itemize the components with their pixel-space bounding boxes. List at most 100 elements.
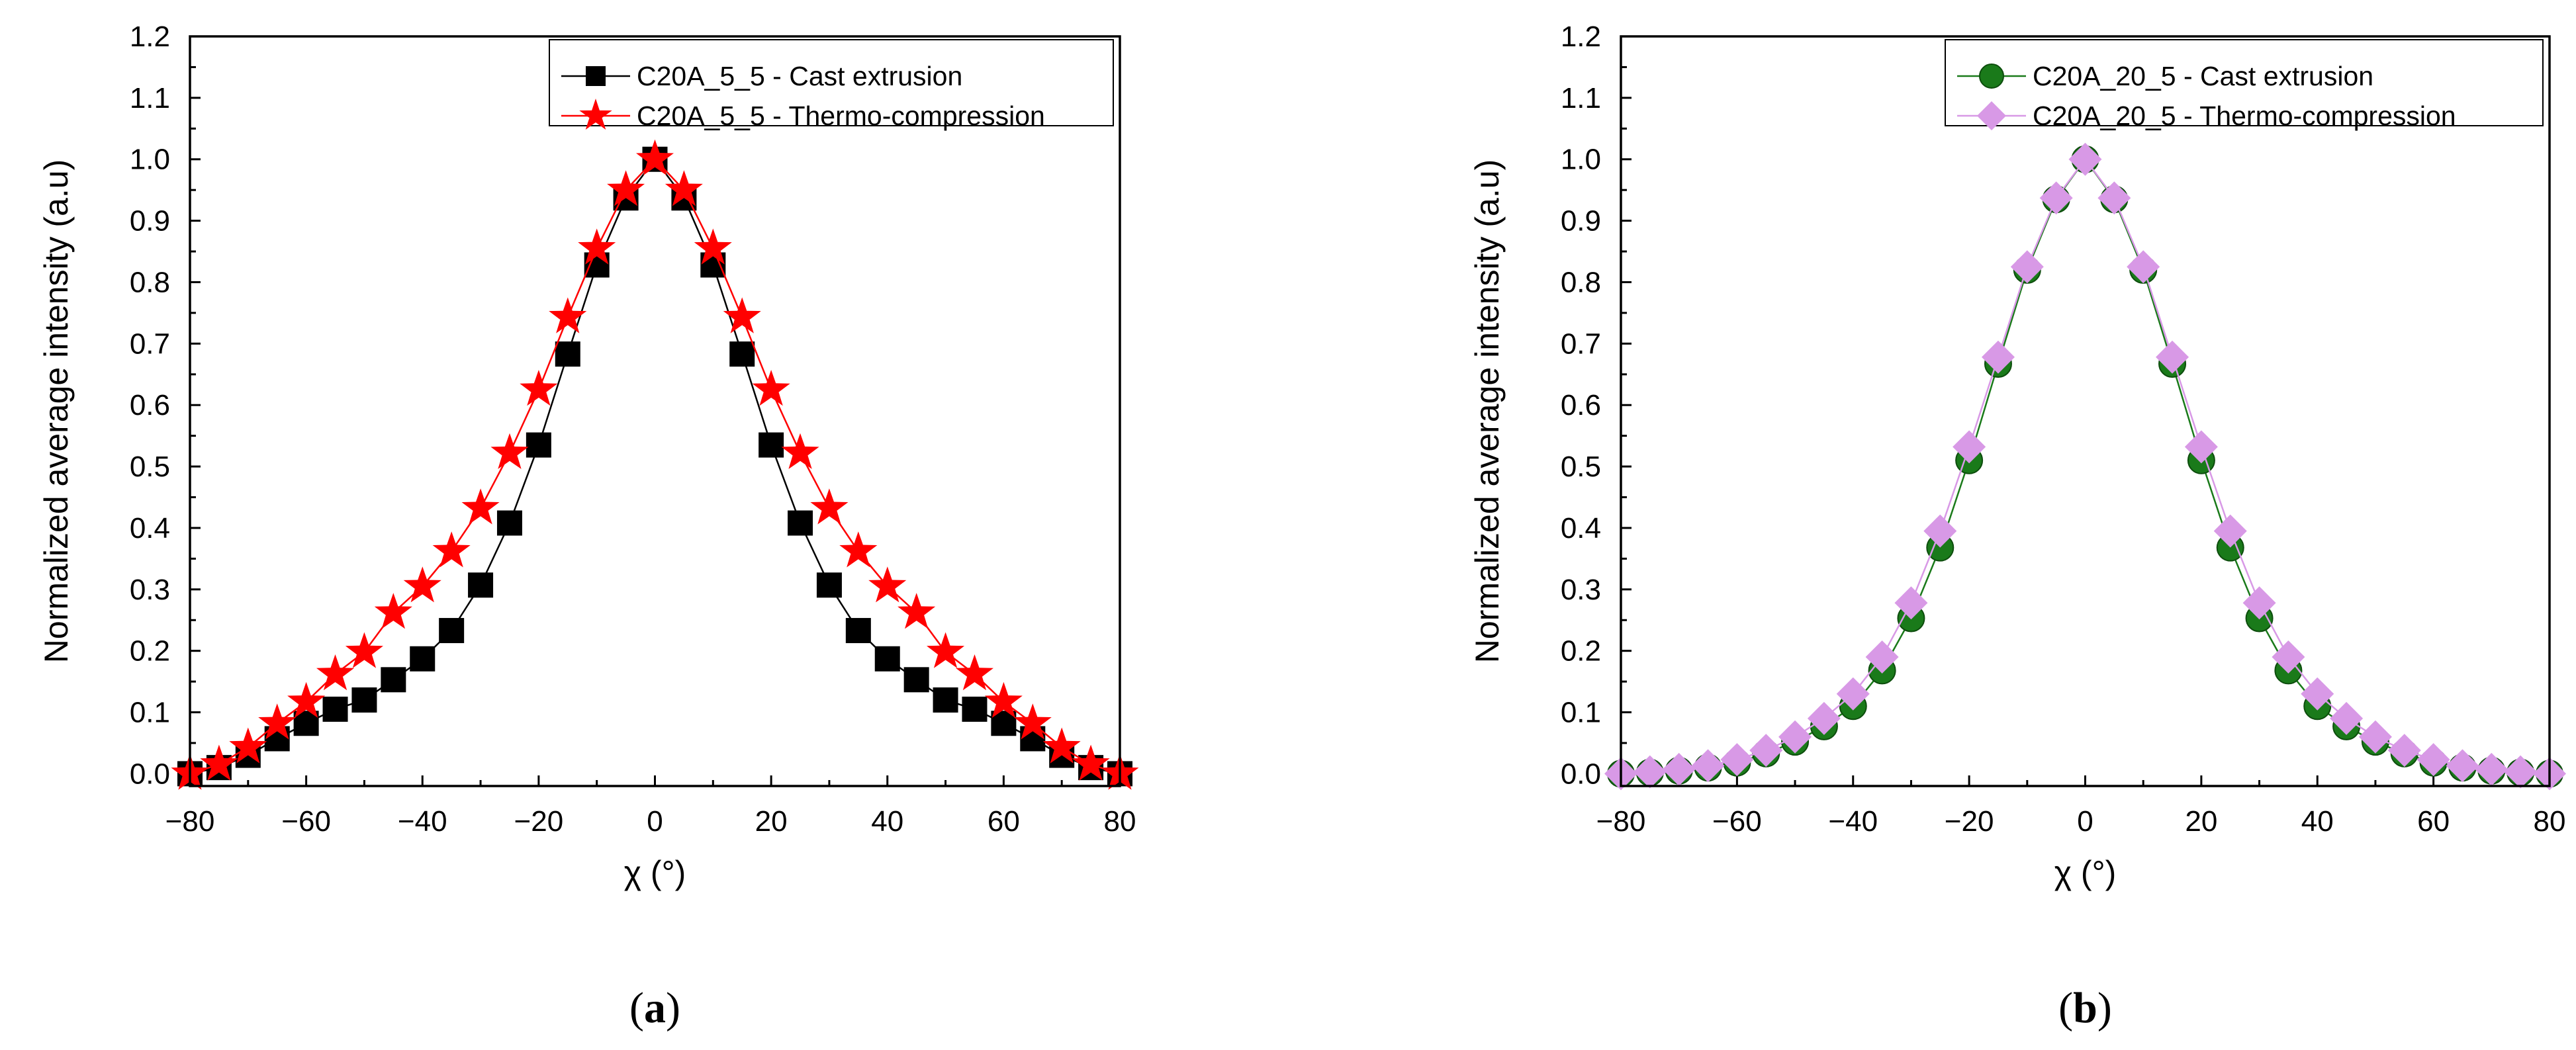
data-point-2-12 (520, 370, 558, 406)
data-point-2-28 (2416, 743, 2450, 777)
data-point-2-26 (2358, 720, 2392, 754)
data-point-1-26 (933, 687, 958, 713)
data-point-2-20 (2184, 430, 2218, 464)
chart-panel-a: 0.0 0.1 0.2 0.3 0.4 0.5 0.6 0.7 0.8 0.9 1.0 1.1 1.2 −… (38, 21, 1139, 1032)
data-point-1-13 (555, 341, 580, 367)
data-point-2-1 (1633, 755, 1667, 789)
data-point-2-6 (1778, 720, 1812, 754)
x-tick-label: −80 (165, 805, 215, 838)
legend-label: C20A_20_5 - Thermo-compression (2033, 101, 2456, 131)
data-point-2-4 (287, 681, 326, 718)
y-tick-label: 0.9 (1561, 205, 1601, 238)
data-point-2-1 (200, 744, 238, 781)
data-point-1-9 (439, 618, 465, 644)
data-point-2-2 (229, 727, 267, 764)
y-tick-label: 1.0 (1561, 144, 1601, 176)
panel-label: (a) (629, 984, 680, 1032)
data-point-1-5 (322, 696, 348, 722)
y-tick-label: 1.0 (130, 144, 170, 176)
y-tick-label: 1.2 (130, 21, 170, 53)
series-line (1620, 157, 2550, 775)
y-tick-label: 1.1 (130, 82, 170, 114)
data-point-2-27 (955, 654, 993, 691)
data-point-2-30 (1042, 727, 1081, 764)
data-point-2-25 (897, 593, 936, 629)
data-point-2-30 (2475, 752, 2508, 786)
x-axis-label: χ (°) (2054, 854, 2116, 891)
data-point-2-2 (1662, 752, 1696, 786)
data-point-2-29 (1013, 703, 1052, 740)
data-point-2-15 (2039, 181, 2073, 215)
data-point-2-18 (694, 228, 732, 265)
series-1 (177, 146, 1132, 787)
data-point-1-20 (759, 432, 784, 458)
x-tick-label: 60 (2417, 805, 2450, 838)
y-tick-label: 0.1 (1561, 697, 1601, 729)
x-tick-label: −20 (514, 805, 564, 838)
legend-marker-2 (579, 99, 612, 130)
data-point-2-8 (403, 566, 441, 603)
y-tick-label: 0.8 (130, 266, 170, 298)
x-axis-label: χ (°) (624, 854, 686, 891)
series-1 (1607, 145, 2563, 788)
data-point-2-12 (1953, 430, 1986, 464)
legend-label: C20A_5_5 - Cast extrusion (637, 61, 962, 91)
y-tick-label: 0.6 (130, 389, 170, 421)
series-line (1620, 157, 2550, 775)
data-point-1-19 (729, 341, 755, 367)
y-tick-label: 0.3 (130, 574, 170, 606)
legend: C20A_20_5 - Cast extrusion C20A_20_5 - Th… (1945, 39, 2544, 131)
data-point-2-27 (2387, 734, 2421, 767)
data-point-1-25 (903, 667, 929, 693)
legend: C20A_5_5 - Cast extrusion C20A_5_5 - Ther… (549, 39, 1114, 131)
data-point-2-5 (1749, 734, 1783, 767)
data-point-2-24 (2301, 677, 2334, 711)
data-point-2-29 (2446, 749, 2479, 783)
x-tick-label: −80 (1596, 805, 1646, 838)
data-point-2-13 (549, 297, 587, 333)
y-tick-label: 0.2 (130, 635, 170, 668)
data-point-1-6 (351, 687, 377, 713)
data-point-1-8 (410, 646, 436, 672)
data-point-1-12 (526, 432, 551, 458)
data-point-2-25 (2330, 701, 2364, 735)
data-point-2-28 (984, 681, 1023, 718)
legend-box (549, 39, 1114, 126)
data-point-2-3 (258, 703, 297, 740)
y-tick-label: 0.2 (1561, 635, 1601, 668)
data-point-2-21 (2213, 514, 2247, 548)
y-tick-label: 0.7 (130, 328, 170, 360)
y-tick-label: 0.9 (130, 205, 170, 238)
data-point-2-11 (490, 433, 529, 469)
data-point-2-19 (2156, 340, 2189, 374)
y-tick-label: 0.0 (130, 758, 170, 790)
data-point-2-14 (578, 228, 616, 265)
y-tick-label: 0.8 (1561, 266, 1601, 298)
y-tick-label: 0.5 (1561, 451, 1601, 483)
y-tick-label: 1.1 (1561, 82, 1601, 114)
legend-marker-1 (586, 66, 606, 86)
data-point-2-10 (461, 488, 500, 525)
data-point-2-18 (2127, 250, 2160, 284)
data-point-2-23 (2272, 640, 2305, 674)
y-tick-label: 0.1 (130, 697, 170, 729)
data-point-2-17 (665, 170, 703, 206)
data-point-2-7 (1807, 701, 1841, 735)
data-point-1-21 (788, 510, 813, 536)
data-point-2-3 (1691, 749, 1725, 783)
y-tick-label: 0.4 (1561, 512, 1601, 545)
data-point-2-9 (1865, 640, 1899, 674)
data-point-1-24 (874, 646, 900, 672)
legend-label: C20A_5_5 - Thermo-compression (637, 101, 1045, 131)
y-tick-label: 0.4 (130, 512, 170, 545)
data-point-2-26 (927, 632, 965, 668)
data-point-2-20 (752, 370, 790, 406)
data-point-2-23 (839, 531, 878, 568)
data-point-2-17 (2097, 181, 2131, 215)
x-tick-label: 80 (2534, 805, 2566, 838)
x-tick-label: 60 (988, 805, 1020, 838)
y-tick-label: 0.6 (1561, 389, 1601, 421)
data-point-2-24 (868, 566, 907, 603)
data-point-2-31 (1072, 744, 1110, 781)
